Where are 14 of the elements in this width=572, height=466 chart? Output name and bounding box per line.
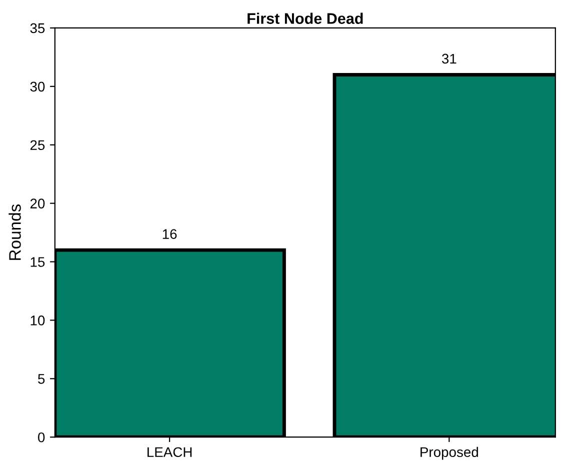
data-label: 31 bbox=[442, 54, 456, 64]
y-tick-label: 25 bbox=[30, 140, 45, 150]
y-tick-label: 30 bbox=[30, 82, 45, 92]
y-tick-label: 15 bbox=[30, 257, 45, 267]
y-tick-label: 5 bbox=[38, 374, 45, 384]
y-tick-label: 20 bbox=[30, 198, 45, 208]
x-tick-label: LEACH bbox=[148, 447, 192, 458]
data-label: 16 bbox=[162, 229, 177, 239]
y-tick-label: 0 bbox=[38, 432, 45, 442]
chart-title: First Node Dead bbox=[248, 12, 363, 24]
y-axis-title: Rounds bbox=[8, 204, 21, 260]
y-tick-label: 10 bbox=[30, 316, 45, 326]
x-tick-label: Proposed bbox=[420, 446, 478, 460]
y-tick-label: 35 bbox=[30, 23, 45, 34]
